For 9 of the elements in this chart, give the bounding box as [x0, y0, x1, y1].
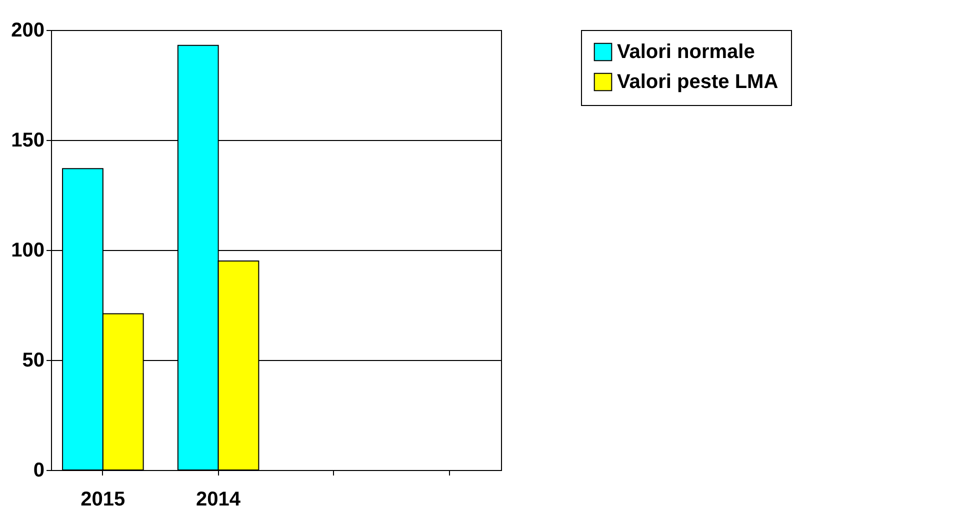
x-tick-label: 2015 — [80, 488, 126, 510]
y-tick-label: 100 — [11, 240, 44, 262]
y-tick-label: 50 — [22, 350, 44, 372]
y-tick-label: 200 — [11, 20, 44, 42]
x-tick-label: 2014 — [196, 488, 242, 510]
y-tick-label: 150 — [11, 130, 44, 152]
y-tick-label: 0 — [33, 460, 44, 482]
legend-label: Valori peste LMA — [617, 71, 778, 93]
legend-label: Valori normale — [617, 41, 755, 63]
